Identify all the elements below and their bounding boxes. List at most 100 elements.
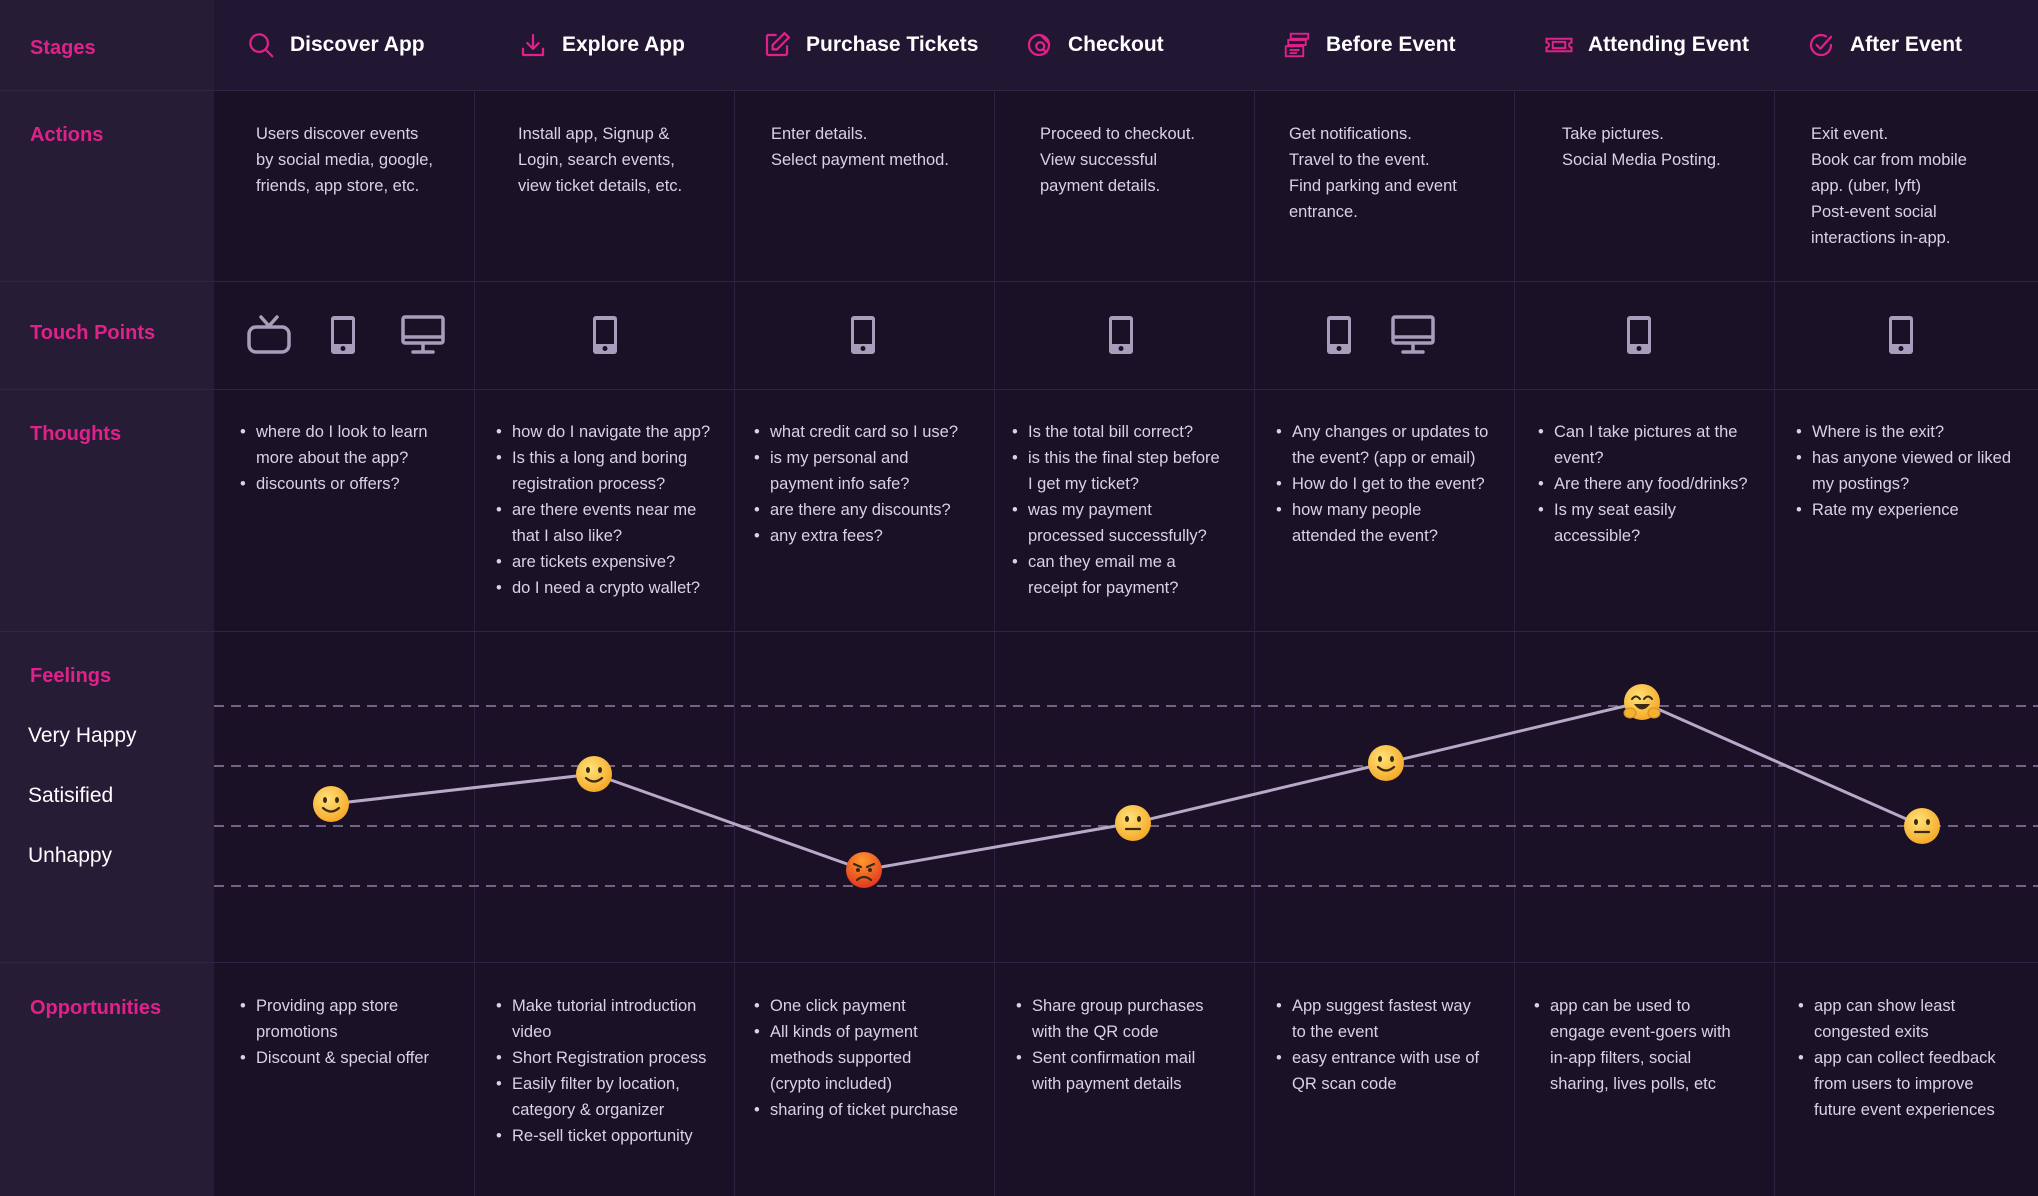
thought-item: has anyone viewed or liked my postings? <box>1796 445 2012 497</box>
opportunity-line: Discount & special offer <box>256 1049 430 1067</box>
row-label-actions: Actions <box>30 124 104 146</box>
thought-item: Rate my experience <box>1796 497 2011 523</box>
stack-icon <box>1282 30 1312 60</box>
thought-item: Is this a long and boring registration pr… <box>496 445 710 497</box>
actions-cell: Get notifications. Travel to the event. Fi… <box>1289 121 1499 225</box>
opportunity-line: App suggest fastest way <box>1292 997 1471 1015</box>
feelings-line <box>330 700 1923 872</box>
stage-title: Before Event <box>1326 33 1456 56</box>
opportunity-item: All kinds of payment methods supported (cr… <box>754 1019 958 1097</box>
action-line: friends, app store, etc. <box>256 177 420 195</box>
thought-line: what credit card so I use? <box>770 423 959 441</box>
action-line: Travel to the event. <box>1289 151 1430 169</box>
opportunities-list: app can show least congested exits app can… <box>1798 993 1996 1123</box>
action-line: Book car from mobile <box>1811 151 1967 169</box>
thought-item: Where is the exit? <box>1796 419 2011 445</box>
thought-line: has anyone viewed or liked <box>1812 449 2012 467</box>
opportunity-line: app can show least <box>1814 997 1956 1015</box>
opportunity-line: sharing, lives polls, etc <box>1550 1075 1716 1093</box>
satisfied-face-icon <box>1367 744 1405 782</box>
actions-cell: Install app, Signup & Login, search event… <box>518 121 728 199</box>
thought-line: Is this a long and boring <box>512 449 688 467</box>
thought-line: more about the app? <box>256 449 409 467</box>
opportunities-list: app can be used to engage event-goers wit… <box>1534 993 1731 1097</box>
thought-line: that I also like? <box>512 527 623 545</box>
thought-item: are there any discounts? <box>754 497 958 523</box>
stage-header-purchase-tickets: Purchase Tickets <box>762 0 978 90</box>
thought-line: how many people <box>1292 501 1422 519</box>
action-line: by social media, google, <box>256 151 434 169</box>
thought-line: processed successfully? <box>1028 527 1207 545</box>
opportunity-item: app can collect feedback from users to im… <box>1798 1045 1996 1123</box>
opportunity-item: Discount & special offer <box>240 1045 430 1071</box>
stage-header-discover-app: Discover App <box>246 0 425 90</box>
neutral-face-icon <box>1114 804 1152 842</box>
actions-cell: Exit event. Book car from mobile app. (ube… <box>1811 121 2021 251</box>
neutral-face-icon <box>1903 807 1941 845</box>
thought-line: do I need a crypto wallet? <box>512 579 701 597</box>
checkout-icon <box>1024 30 1054 60</box>
column-divider <box>734 90 735 1196</box>
row-label-stages: Stages <box>30 37 96 59</box>
thought-line: accessible? <box>1554 527 1641 545</box>
action-line: entrance. <box>1289 203 1358 221</box>
opportunities-list: One click payment All kinds of payment met… <box>754 993 958 1123</box>
action-line: Login, search events, <box>518 151 675 169</box>
thought-line: registration process? <box>512 475 666 493</box>
row-label-opportunities: Opportunities <box>30 997 162 1019</box>
opportunity-line: sharing of ticket purchase <box>770 1101 959 1119</box>
opportunity-item: Short Registration process <box>496 1045 707 1071</box>
satisfied-face-icon <box>575 755 613 793</box>
mobile-icon <box>592 315 618 355</box>
search-icon <box>246 30 276 60</box>
actions-cell: Proceed to checkout. View successful payme… <box>1040 121 1250 199</box>
row-divider <box>0 90 2038 91</box>
thought-line: payment info safe? <box>770 475 910 493</box>
thoughts-list: where do I look to learn more about the a… <box>240 419 427 497</box>
mobile-icon <box>1108 315 1134 355</box>
thought-item: Is the total bill correct? <box>1012 419 1220 445</box>
opportunity-item: Share group purchases with the QR code <box>1016 993 1203 1045</box>
thought-item: was my payment processed successfully? <box>1012 497 1220 549</box>
thought-item: what credit card so I use? <box>754 419 959 445</box>
stage-title: Purchase Tickets <box>806 33 979 56</box>
thought-item: how do I navigate the app? <box>496 419 711 445</box>
thoughts-list: Can I take pictures at the event? Are ther… <box>1538 419 1748 549</box>
thought-line: discounts or offers? <box>256 475 400 493</box>
action-line: Post-event social <box>1811 203 1937 221</box>
opportunity-line: with payment details <box>1032 1075 1182 1093</box>
thought-item: do I need a crypto wallet? <box>496 575 710 601</box>
thought-line: Is my seat easily <box>1554 501 1676 519</box>
mobile-icon <box>1626 315 1652 355</box>
very-happy-face-icon <box>1623 683 1661 721</box>
opportunity-item: sharing of ticket purchase <box>754 1097 959 1123</box>
opportunity-line: Short Registration process <box>512 1049 707 1067</box>
thought-item: Any changes or updates to the event? (app… <box>1276 419 1488 471</box>
thought-line: How do I get to the event? <box>1292 475 1485 493</box>
stage-header-checkout: Checkout <box>1024 0 1164 90</box>
column-divider <box>994 90 995 1196</box>
action-line: Users discover events <box>256 125 419 143</box>
column-divider <box>1514 90 1515 1196</box>
thoughts-list: Any changes or updates to the event? (app… <box>1276 419 1488 549</box>
download-icon <box>518 30 548 60</box>
angry-face-icon <box>845 851 883 889</box>
thoughts-list: how do I navigate the app? Is this a long… <box>496 419 710 601</box>
opportunity-line: app can collect feedback <box>1814 1049 1996 1067</box>
thought-line: Are there any food/drinks? <box>1554 475 1748 493</box>
thought-line: Rate my experience <box>1812 501 1959 519</box>
stage-header-before-event: Before Event <box>1282 0 1456 90</box>
thought-item: Can I take pictures at the event? <box>1538 419 1748 471</box>
opportunity-line: congested exits <box>1814 1023 1929 1041</box>
opportunity-item: Providing app store promotions <box>240 993 429 1045</box>
row-label-touch-points: Touch Points <box>30 322 156 344</box>
opportunity-line: All kinds of payment <box>770 1023 918 1041</box>
row-divider <box>0 631 2038 632</box>
action-line: Enter details. <box>771 125 868 143</box>
action-line: interactions in-app. <box>1811 229 1951 247</box>
action-line: Find parking and event <box>1289 177 1457 195</box>
thought-item: where do I look to learn more about the a… <box>240 419 427 471</box>
opportunities-list: Providing app store promotions Discount & … <box>240 993 429 1071</box>
tv-icon <box>246 315 292 355</box>
thought-line: how do I navigate the app? <box>512 423 711 441</box>
